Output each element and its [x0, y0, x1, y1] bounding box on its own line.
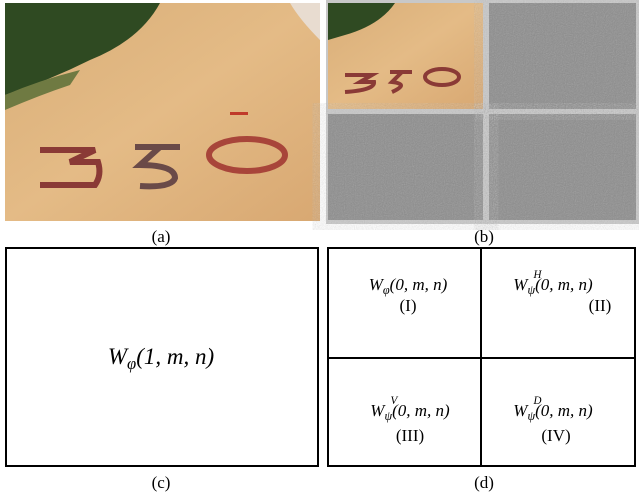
photo-a — [5, 3, 320, 221]
formula-args: (1, m, n) — [136, 344, 214, 369]
formula-sub: ψ — [527, 409, 535, 423]
formula-sub: φ — [127, 354, 136, 373]
formula: Wφ(0, m, n) — [369, 276, 448, 293]
panel-label: (d) — [474, 474, 494, 491]
panel-label: (c) — [152, 474, 171, 491]
formula-base: W — [108, 344, 127, 369]
formula-base: W — [513, 401, 527, 420]
formula-sub: ψ — [384, 409, 392, 423]
formula-base: W — [369, 275, 383, 294]
formula-base: W — [513, 275, 527, 294]
formula-base: W — [370, 401, 384, 420]
numeral: (II) — [589, 297, 612, 314]
formula-sub: φ — [383, 283, 390, 297]
formula-args: (0, m, n) — [535, 275, 593, 294]
formula-sup: D — [533, 396, 541, 407]
divider — [327, 357, 636, 359]
panel-label: (a) — [152, 228, 171, 245]
formula: Wφ(1, m, n) — [108, 345, 214, 368]
formula-args: (0, m, n) — [392, 401, 450, 420]
numeral: (III) — [396, 427, 424, 444]
figure: (a) (b) Wφ(1, m, n) Wφ(0, m, n) (I) WHψ(… — [0, 0, 639, 496]
wavelet-tiles — [326, 0, 639, 224]
formula-sup: V — [390, 396, 397, 407]
images — [0, 0, 639, 230]
formula-args: (0, m, n) — [535, 401, 593, 420]
formula-sub: ψ — [527, 283, 535, 297]
numeral: (I) — [400, 297, 417, 314]
panel-label: (b) — [474, 228, 494, 245]
formula-sup: H — [533, 270, 541, 281]
numeral: (IV) — [541, 427, 570, 444]
formula-args: (0, m, n) — [390, 275, 448, 294]
